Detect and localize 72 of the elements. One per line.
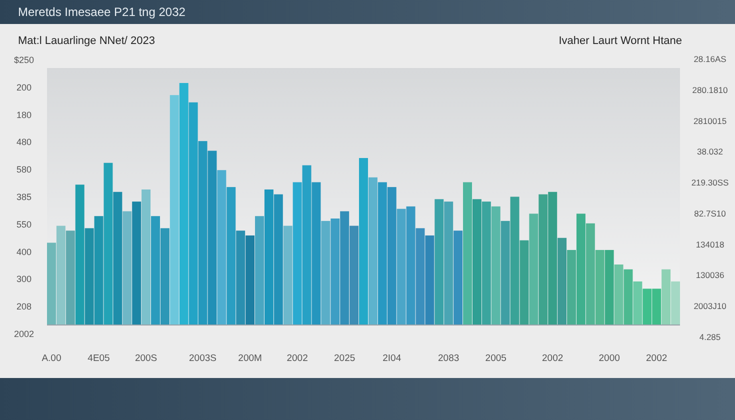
- bar: [614, 264, 624, 325]
- chart-title: Meretds Imesaee P21 tng 2032: [18, 5, 186, 19]
- text: 4.285: [699, 332, 721, 342]
- bar: [671, 281, 680, 325]
- bar: [142, 189, 151, 325]
- bar: [662, 269, 671, 325]
- bar: [132, 202, 142, 325]
- x-tick-label: 2003S: [189, 353, 217, 364]
- bar: [396, 208, 406, 325]
- bar: [434, 199, 444, 325]
- text: 400: [16, 246, 32, 257]
- bar: [491, 206, 500, 325]
- x-tick-label: 200M: [238, 353, 262, 364]
- text: 208: [16, 302, 32, 312]
- text: $250: [14, 55, 34, 65]
- text: 2810015: [693, 116, 727, 126]
- x-tick-label: 2002: [646, 353, 668, 364]
- bar: [226, 187, 236, 325]
- bar: [255, 216, 264, 325]
- bar: [104, 162, 113, 325]
- bar: [463, 182, 472, 325]
- x-tick-label: 2002: [286, 353, 308, 364]
- text: 2003J10: [694, 301, 727, 312]
- bar: [113, 192, 122, 325]
- text: 280.1810: [692, 84, 728, 95]
- text: 38.032: [697, 146, 724, 157]
- text: 130036: [696, 270, 724, 280]
- x-tick-label: 2005: [485, 353, 506, 364]
- bar: [66, 230, 75, 325]
- text: 28.16AS: [694, 54, 727, 64]
- bar: [236, 230, 246, 325]
- bar: [633, 281, 642, 325]
- x-tick-label: 2083: [438, 353, 460, 364]
- bar: [246, 235, 255, 325]
- bar: [604, 250, 614, 325]
- text: 134018: [696, 239, 724, 250]
- x-tick-label: 4E05: [88, 353, 110, 364]
- bar: [359, 158, 368, 325]
- x-tick-label: 2002: [542, 353, 564, 364]
- text: 480: [16, 137, 32, 148]
- bar: [75, 184, 84, 325]
- chart-subtitle: Mat:l Lauarlinge NNet/ 2023: [18, 35, 155, 47]
- bar: [330, 218, 340, 325]
- bar: [170, 95, 179, 325]
- text: 2002: [14, 329, 34, 339]
- bar: [217, 170, 226, 325]
- bar: [624, 269, 633, 325]
- x-tick-label: A.00: [42, 353, 62, 364]
- text: 300: [16, 274, 32, 284]
- bar: [179, 83, 188, 325]
- bar: [321, 220, 330, 325]
- x-tick-label: 2025: [334, 353, 356, 364]
- text: 219.30SS: [691, 178, 729, 188]
- bar: [454, 230, 463, 325]
- text: Ivaher Laurt Wornt Htane: [558, 35, 682, 47]
- bar: [444, 202, 454, 325]
- bar: [529, 214, 538, 325]
- text: 385: [16, 192, 32, 202]
- bar: [500, 220, 510, 325]
- text: 200: [16, 82, 32, 92]
- text: 580: [16, 164, 32, 175]
- bar: [283, 226, 292, 325]
- text: 550: [16, 219, 32, 230]
- text: 180: [16, 110, 32, 120]
- bar: [368, 177, 378, 325]
- x-tick-label: 200S: [134, 353, 158, 364]
- x-tick-label: 2I04: [382, 353, 402, 364]
- bar: [56, 226, 66, 325]
- bar: [47, 242, 56, 325]
- text: 82.7S10: [694, 208, 726, 218]
- x-tick-label: 2000: [598, 353, 620, 364]
- bar: [122, 211, 132, 325]
